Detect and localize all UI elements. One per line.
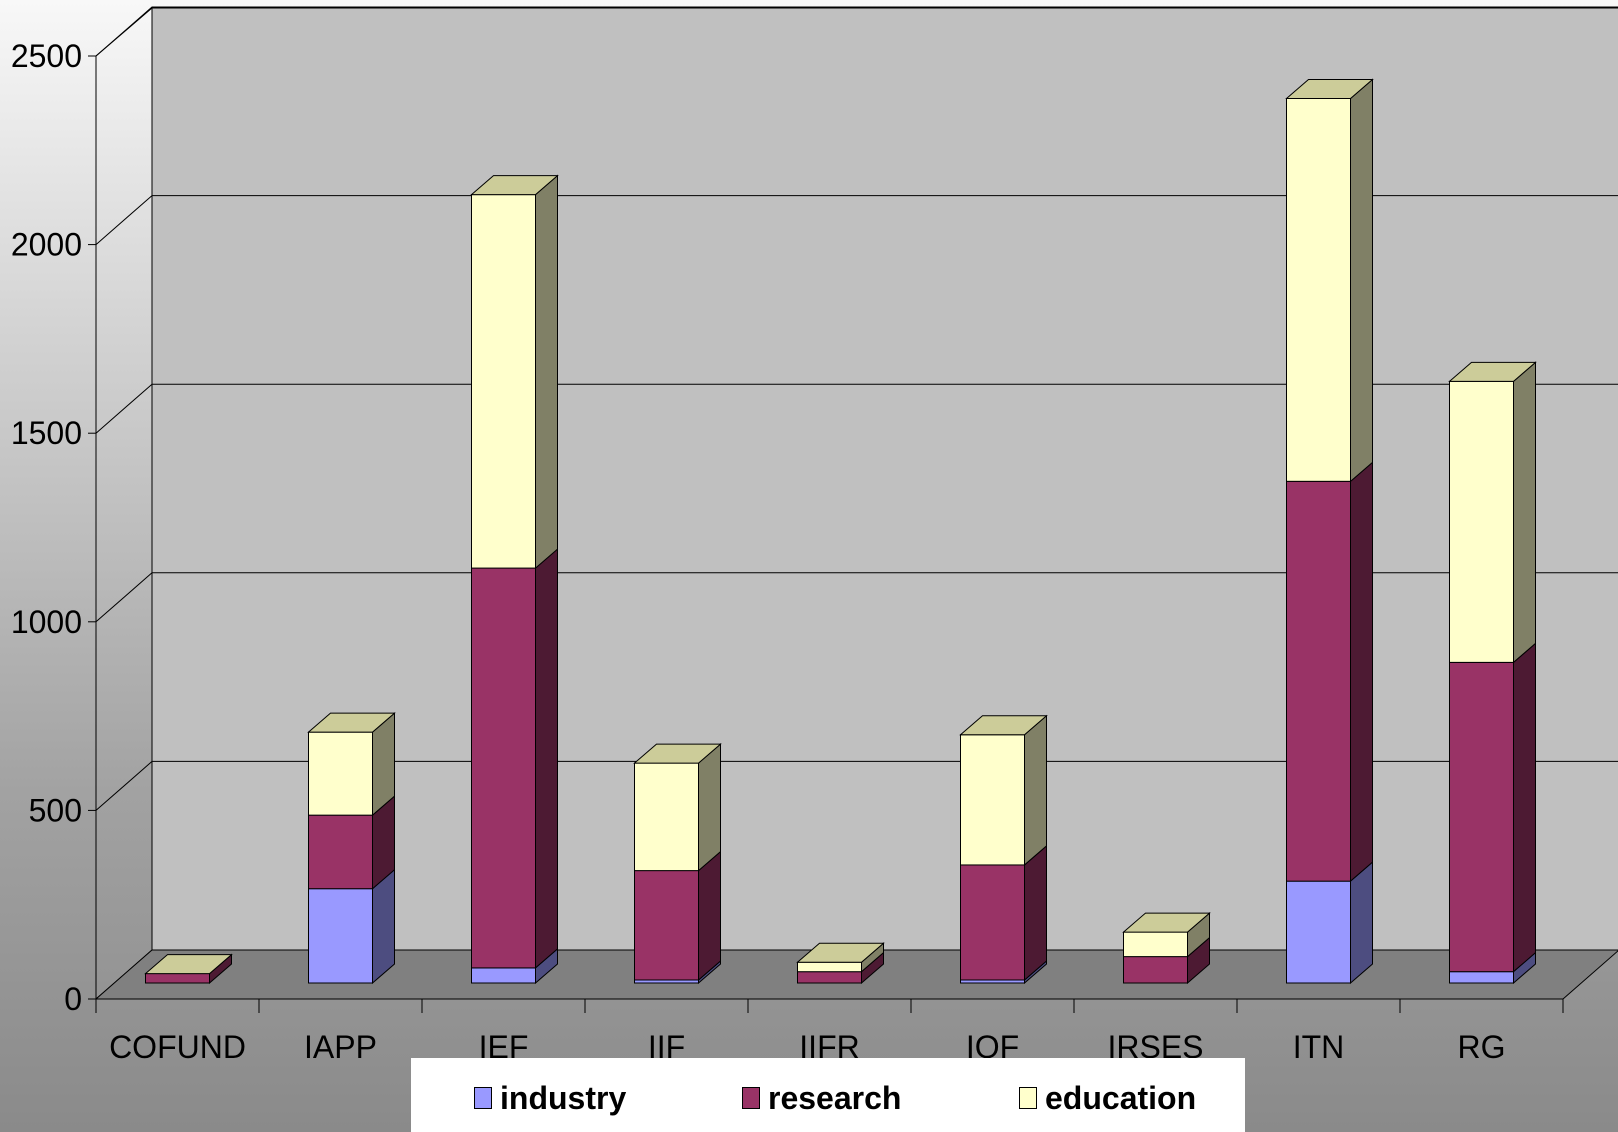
- gridline: [95, 383, 1618, 434]
- bar-segment-education: [797, 961, 862, 973]
- bar-segment-education: [1449, 380, 1514, 663]
- y-tick-label: 1000: [11, 604, 82, 640]
- bar-segment-education: [960, 734, 1025, 866]
- bar-top-iof: [959, 715, 1048, 736]
- bar-segment-research: [1286, 480, 1351, 882]
- bar-side-education: [698, 742, 721, 872]
- legend-label-research: research: [768, 1079, 902, 1116]
- bar-segment-industry: [1286, 880, 1351, 984]
- bar-top-ief: [470, 175, 559, 196]
- x-tick-label: IAPP: [304, 1029, 377, 1065]
- bar-top-cofund: [144, 954, 233, 975]
- bar-side-education: [1024, 714, 1047, 867]
- legend-item-research: research: [742, 1080, 901, 1116]
- bar-segment-education: [471, 194, 536, 569]
- bar-segment-research: [797, 971, 862, 984]
- gridline: [95, 760, 1618, 811]
- y-tick-label: 1500: [11, 415, 82, 451]
- chart-side-wall: [95, 6, 153, 1001]
- bar-side-education: [535, 174, 558, 570]
- bar-top-itn: [1285, 78, 1374, 99]
- bar-top-irses: [1122, 912, 1211, 933]
- bar-segment-research: [960, 864, 1025, 981]
- bar-side-research: [1024, 844, 1047, 982]
- x-tick-label: COFUND: [109, 1029, 246, 1065]
- legend-label-industry: industry: [500, 1079, 627, 1116]
- gridline: [95, 6, 1618, 57]
- bar-top-iifr: [796, 942, 885, 963]
- bar-segment-research: [471, 567, 536, 969]
- bar-side-research: [1350, 461, 1373, 883]
- bar-segment-research: [1123, 956, 1188, 984]
- bar-side-research: [1513, 642, 1536, 973]
- bar-top-rg: [1448, 361, 1537, 382]
- bar-segment-industry: [308, 888, 373, 984]
- y-tick-label: 2500: [11, 38, 82, 74]
- bar-segment-education: [1123, 931, 1188, 958]
- y-tick-label: 2000: [11, 227, 82, 263]
- bar-side-industry: [1350, 861, 1373, 985]
- bar-side-research: [698, 850, 721, 982]
- legend-swatch-education: [1019, 1087, 1037, 1109]
- chart-legend: industry research education: [411, 1058, 1245, 1132]
- legend-swatch-research: [742, 1087, 760, 1109]
- bar-segment-research: [308, 814, 373, 890]
- bar-segment-research: [1449, 661, 1514, 973]
- bar-side-research: [535, 547, 558, 970]
- bar-segment-industry: [1449, 971, 1514, 984]
- legend-swatch-industry: [474, 1087, 492, 1109]
- bar-segment-education: [1286, 97, 1351, 482]
- y-tick-label: 0: [64, 981, 82, 1017]
- legend-item-industry: industry: [474, 1080, 626, 1116]
- bar-side-education: [1350, 78, 1373, 483]
- gridline: [95, 572, 1618, 623]
- bar-segment-education: [308, 731, 373, 816]
- x-tick-label: ITN: [1293, 1029, 1345, 1065]
- x-tick-label: RG: [1458, 1029, 1506, 1065]
- bar-segment-industry: [471, 967, 536, 984]
- gridline: [95, 195, 1618, 245]
- bar-segment-research: [634, 870, 699, 981]
- bar-segment-research: [145, 973, 210, 984]
- y-tick-label: 500: [29, 792, 82, 828]
- legend-item-education: education: [1019, 1080, 1196, 1116]
- bar-segment-education: [634, 762, 699, 872]
- bar-top-iif: [633, 743, 722, 764]
- bar-top-iapp: [307, 712, 396, 733]
- bar-side-education: [1513, 361, 1536, 664]
- legend-label-education: education: [1045, 1079, 1197, 1116]
- bar-side-industry: [372, 868, 395, 985]
